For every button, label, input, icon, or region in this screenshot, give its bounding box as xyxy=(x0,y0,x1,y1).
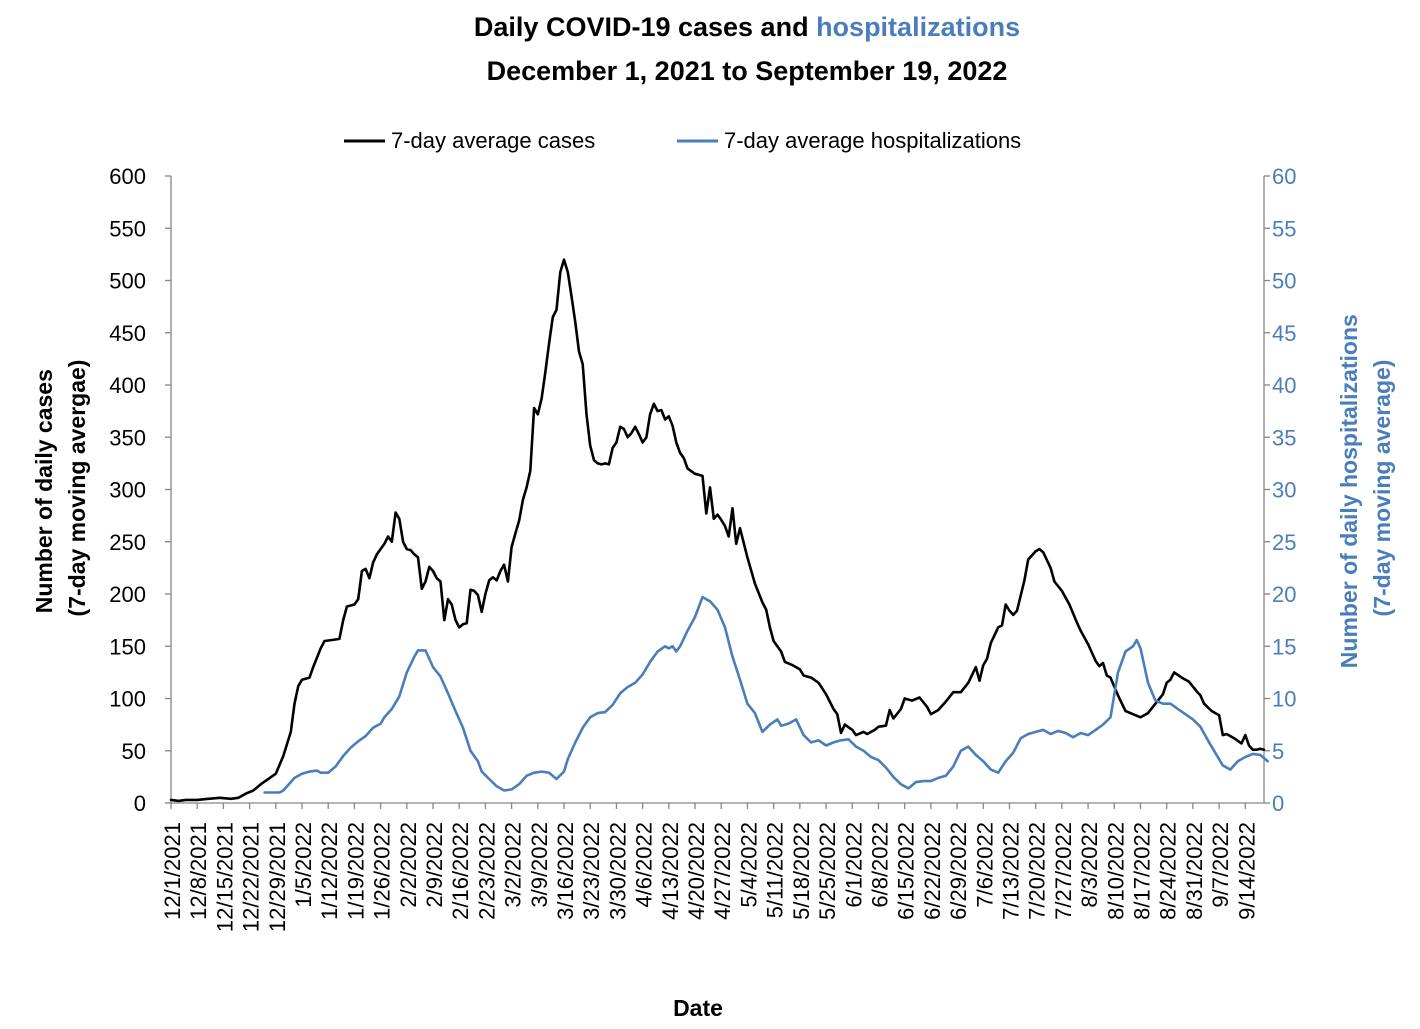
y-right-tick-label: 45 xyxy=(1272,321,1296,346)
y-left-tick-label: 200 xyxy=(109,582,146,607)
chart-title-line2: December 1, 2021 to September 19, 2022 xyxy=(487,56,1008,86)
y-right-tick-label: 40 xyxy=(1272,373,1296,398)
x-tick-label: 8/31/2022 xyxy=(1182,822,1207,920)
y-left-tick-label: 400 xyxy=(109,373,146,398)
x-tick-label: 5/4/2022 xyxy=(736,822,761,908)
x-tick-label: 9/14/2022 xyxy=(1234,822,1259,920)
x-tick-label: 6/8/2022 xyxy=(867,822,892,908)
x-tick-label: 1/26/2022 xyxy=(370,822,395,920)
x-tick-label: 3/2/2022 xyxy=(501,822,526,908)
x-tick-label: 4/20/2022 xyxy=(684,822,709,920)
x-tick-label: 4/6/2022 xyxy=(632,822,657,908)
chart-title-prefix: Daily COVID-19 cases and xyxy=(474,12,816,42)
y-left-tick-label: 50 xyxy=(122,739,146,764)
x-tick-label: 12/8/2021 xyxy=(186,822,211,920)
x-tick-label: 3/30/2022 xyxy=(605,822,630,920)
cases-line xyxy=(169,258,1266,803)
x-tick-label: 6/29/2022 xyxy=(946,822,971,920)
x-tick-label: 7/27/2022 xyxy=(1051,822,1076,920)
x-tick-label: 2/23/2022 xyxy=(474,822,499,920)
x-tick-label: 5/25/2022 xyxy=(815,822,840,920)
series-layer xyxy=(169,258,1269,803)
legend: 7-day average cases 7-day average hospit… xyxy=(344,128,1021,153)
x-tick-label: 5/11/2022 xyxy=(763,822,788,918)
legend-label-cases: 7-day average cases xyxy=(391,128,595,153)
x-tick-label: 2/16/2022 xyxy=(448,822,473,920)
x-axis-title: Date xyxy=(673,995,723,1021)
x-tick-label: 4/27/2022 xyxy=(710,822,735,920)
y-right-tick-label: 5 xyxy=(1272,739,1284,764)
x-tick-label: 12/29/2021 xyxy=(265,822,290,932)
y-right-tick-label: 0 xyxy=(1272,791,1284,816)
x-tick-label: 5/18/2022 xyxy=(789,822,814,920)
y-left-tick-label: 250 xyxy=(109,530,146,555)
y-left-tick-label: 500 xyxy=(109,269,146,294)
x-tick-label: 8/24/2022 xyxy=(1156,822,1181,920)
x-tick-label: 2/9/2022 xyxy=(422,822,447,908)
chart-title-highlight: hospitalizations xyxy=(816,12,1020,42)
x-tick-label: 7/6/2022 xyxy=(972,822,997,908)
x-tick-label: 1/12/2022 xyxy=(317,822,342,920)
x-tick-label: 7/13/2022 xyxy=(998,822,1023,920)
y-right-tick-label: 10 xyxy=(1272,687,1296,712)
y-left-tick-label: 0 xyxy=(134,791,146,816)
y-left-tick-label: 150 xyxy=(109,634,146,659)
y-right-tick-label: 50 xyxy=(1272,269,1296,294)
y-axis-left-ticks: 0 50 100 150 200 250 300 350 400 450 500 550 600 xyxy=(109,164,171,816)
x-tick-label: 3/16/2022 xyxy=(553,822,578,920)
x-tick-label: 9/7/2022 xyxy=(1208,822,1233,908)
y-axis-right-title-line1: Number of daily hospitalizations xyxy=(1336,314,1362,668)
x-tick-label: 1/19/2022 xyxy=(343,822,368,920)
x-tick-label: 4/13/2022 xyxy=(658,822,683,920)
y-right-tick-label: 35 xyxy=(1272,425,1296,450)
x-tick-label: 8/3/2022 xyxy=(1077,822,1102,908)
y-left-tick-label: 450 xyxy=(109,321,146,346)
y-axis-left-title: Number of daily cases (7-day moving aver… xyxy=(31,360,90,617)
x-tick-label: 6/1/2022 xyxy=(841,822,866,908)
hospitalizations-line xyxy=(263,595,1269,794)
y-left-tick-label: 350 xyxy=(109,425,146,450)
x-tick-label: 6/22/2022 xyxy=(920,822,945,920)
y-right-tick-label: 20 xyxy=(1272,582,1296,607)
y-left-tick-label: 300 xyxy=(109,478,146,503)
x-tick-label: 12/1/2021 xyxy=(160,822,185,920)
y-left-tick-label: 550 xyxy=(109,216,146,241)
x-tick-label: 1/5/2022 xyxy=(291,822,316,908)
y-axis-left-title-line2: (7-day moving avergae) xyxy=(64,360,90,617)
x-tick-label: 12/15/2021 xyxy=(212,822,237,932)
x-tick-label: 7/20/2022 xyxy=(1025,822,1050,920)
y-axis-right-ticks: 0 5 10 15 20 25 30 35 40 45 50 55 60 xyxy=(1264,164,1296,816)
x-tick-label: 2/2/2022 xyxy=(396,822,421,908)
legend-label-hospitalizations: 7-day average hospitalizations xyxy=(724,128,1021,153)
chart-title-line1: Daily COVID-19 cases and hospitalization… xyxy=(474,12,1020,42)
x-tick-label: 8/17/2022 xyxy=(1129,822,1154,920)
y-right-tick-label: 25 xyxy=(1272,530,1296,555)
y-axis-left-title-line1: Number of daily cases xyxy=(31,369,57,613)
y-right-tick-label: 30 xyxy=(1272,478,1296,503)
y-right-tick-label: 55 xyxy=(1272,216,1296,241)
y-right-tick-label: 15 xyxy=(1272,634,1296,659)
x-axis-ticks: 12/1/2021 12/8/2021 12/15/2021 12/22/2021 12… xyxy=(160,803,1259,932)
y-left-tick-label: 600 xyxy=(109,164,146,189)
x-tick-label: 3/9/2022 xyxy=(527,822,552,908)
x-tick-label: 12/22/2021 xyxy=(239,822,264,932)
y-right-tick-label: 60 xyxy=(1272,164,1296,189)
x-tick-label: 8/10/2022 xyxy=(1103,822,1128,920)
y-axis-right-title-line2: (7-day moving average) xyxy=(1369,360,1395,617)
x-tick-label: 3/23/2022 xyxy=(579,822,604,920)
x-tick-label: 6/15/2022 xyxy=(894,822,919,920)
y-left-tick-label: 100 xyxy=(109,687,146,712)
y-axis-right-title: Number of daily hospitalizations (7-day … xyxy=(1336,308,1395,668)
